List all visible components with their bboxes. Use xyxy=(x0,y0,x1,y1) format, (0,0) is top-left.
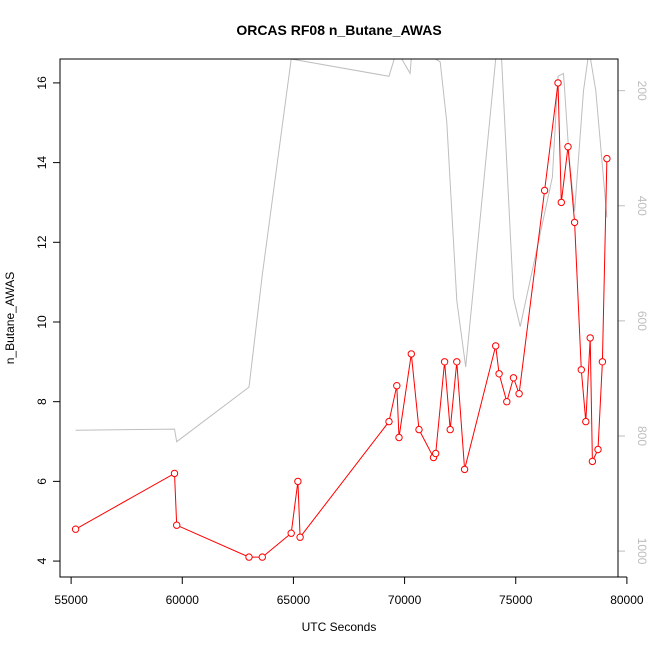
data-point xyxy=(71,525,80,533)
x-tick-label: 60000 xyxy=(166,593,200,607)
data-point xyxy=(296,533,304,541)
data-point xyxy=(564,143,572,151)
data-point xyxy=(415,425,423,434)
x-tick-label: 70000 xyxy=(388,593,422,607)
x-axis-label: UTC Seconds xyxy=(302,620,377,634)
x-tick-label: 65000 xyxy=(277,593,311,607)
data-point xyxy=(495,370,503,378)
data-point xyxy=(173,521,181,529)
data-point xyxy=(453,358,461,366)
red-series-line xyxy=(75,82,608,558)
y-tick-label: 10 xyxy=(35,315,49,329)
right-tick-label: 800 xyxy=(635,426,649,446)
plot-series xyxy=(71,59,611,561)
y-tick-label: 6 xyxy=(35,478,49,485)
data-point xyxy=(515,390,523,398)
data-point xyxy=(287,529,295,537)
chart-title: ORCAS RF08 n_Butane_AWAS xyxy=(236,22,441,38)
data-point xyxy=(407,350,415,358)
data-point xyxy=(570,218,579,227)
right-tick-label: 400 xyxy=(635,196,649,216)
plot-frame xyxy=(59,58,619,578)
y-tick-label: 14 xyxy=(35,156,49,170)
data-point xyxy=(582,417,590,426)
y-tick-label: 12 xyxy=(35,235,49,249)
data-point xyxy=(588,457,597,466)
x-tick-label: 55000 xyxy=(54,593,88,607)
data-point xyxy=(258,553,266,561)
y-tick-label: 8 xyxy=(35,398,49,405)
data-point xyxy=(432,449,440,458)
data-point xyxy=(393,382,401,390)
data-point xyxy=(170,469,179,478)
data-point xyxy=(577,366,585,374)
data-point xyxy=(598,358,607,366)
data-point xyxy=(395,433,403,442)
right-tick-label: 600 xyxy=(635,311,649,331)
right-tick-label: 200 xyxy=(635,81,649,101)
y-tick-label: 16 xyxy=(35,76,49,90)
data-point xyxy=(594,445,602,454)
data-point xyxy=(492,342,500,350)
right-axis: 200 400 600 800 1000 xyxy=(617,81,649,565)
x-tick-label: 80000 xyxy=(610,593,644,607)
data-point xyxy=(557,198,565,207)
data-point xyxy=(540,186,549,195)
y-axis: 4 6 8 10 12 14 16 xyxy=(35,76,61,564)
data-point xyxy=(245,553,253,561)
x-axis: 55000 60000 65000 70000 75000 80000 xyxy=(54,576,644,607)
data-point xyxy=(554,79,562,87)
data-point xyxy=(460,465,469,474)
data-point xyxy=(446,425,454,434)
right-tick-label: 1000 xyxy=(635,538,649,565)
x-tick-label: 75000 xyxy=(499,593,533,607)
data-point xyxy=(440,358,449,366)
data-point xyxy=(603,154,611,163)
y-axis-label: n_Butane_AWAS xyxy=(3,272,17,365)
data-point xyxy=(509,374,518,382)
data-point xyxy=(503,398,511,406)
gray-series-line xyxy=(75,59,608,443)
y-tick-label: 4 xyxy=(35,557,49,564)
data-point xyxy=(586,334,594,342)
data-point xyxy=(385,417,393,426)
data-point xyxy=(294,477,302,486)
